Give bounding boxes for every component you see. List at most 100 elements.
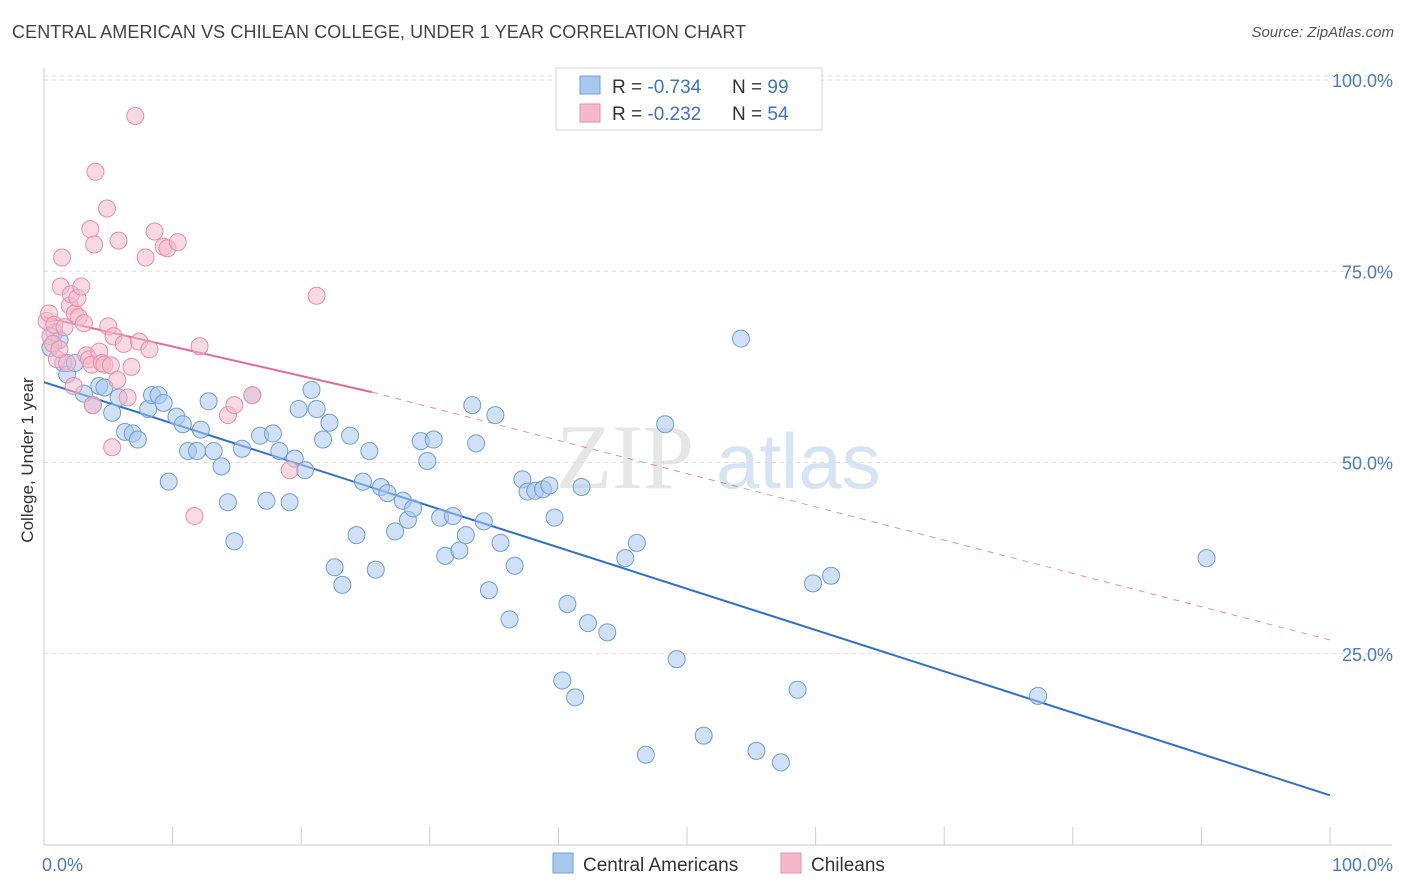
central-americans-point-72 <box>505 556 524 575</box>
central-americans-point-96 <box>822 566 841 585</box>
central-americans-point-92 <box>747 741 766 760</box>
chileans-point-42 <box>140 340 159 359</box>
central-americans-point-41 <box>307 399 326 418</box>
chileans-point-18 <box>74 314 93 333</box>
trend-line-central-americans <box>43 381 1331 797</box>
central-americans-point-45 <box>333 575 352 594</box>
central-americans-point-62 <box>443 507 462 526</box>
central-americans-point-27 <box>212 457 231 476</box>
central-americans-point-56 <box>404 499 423 518</box>
central-americans-point-26 <box>204 442 223 461</box>
legend-n-value-pink: 54 <box>767 104 789 125</box>
bottom-legend-swatch-pink <box>780 852 802 874</box>
chileans-point-8 <box>53 248 72 267</box>
central-americans-point-47 <box>347 526 366 545</box>
trend-line-chileans <box>43 316 373 394</box>
legend-n-pink: N = 54 <box>732 104 789 125</box>
central-americans-point-94 <box>788 680 807 699</box>
central-americans-point-65 <box>463 396 482 415</box>
chileans-point-32 <box>103 438 122 457</box>
trend-line-chileans-extension <box>371 391 1331 641</box>
chileans-point-34 <box>108 370 127 389</box>
central-americans-point-25 <box>199 392 218 411</box>
chileans-point-52 <box>280 461 299 480</box>
central-americans-point-87 <box>636 745 655 764</box>
central-americans-point-18 <box>154 393 173 412</box>
chileans-point-41 <box>136 248 155 267</box>
chileans-point-46 <box>168 233 187 252</box>
central-americans-point-85 <box>616 549 635 568</box>
chileans-point-6 <box>50 340 69 359</box>
central-americans-point-44 <box>325 558 344 577</box>
y-axis-label: College, Under 1 year <box>18 377 37 543</box>
chileans-point-17 <box>72 277 91 296</box>
chileans-point-9 <box>55 318 74 337</box>
legend-swatch-blue <box>579 75 601 95</box>
central-americans-point-63 <box>450 541 469 560</box>
central-americans-point-67 <box>474 512 493 531</box>
legend-n-value-blue: 99 <box>767 77 788 98</box>
central-americans-point-34 <box>263 424 282 443</box>
central-americans-point-79 <box>553 671 572 690</box>
legend-row-blue: R = -0.734 <box>612 77 702 98</box>
chileans-point-48 <box>190 337 209 356</box>
legend-n-label-blue: N = <box>732 77 767 98</box>
series-legend: Central Americans Chileans <box>552 852 885 876</box>
central-americans-point-66 <box>467 434 486 453</box>
central-americans-point-70 <box>491 533 510 552</box>
chileans-point-47 <box>185 507 204 526</box>
central-americans-point-78 <box>545 508 564 527</box>
central-americans-point-59 <box>424 430 443 449</box>
central-americans-point-46 <box>341 426 360 445</box>
chileans-point-37 <box>118 388 137 407</box>
central-americans-point-90 <box>694 726 713 745</box>
central-americans-point-30 <box>233 439 252 458</box>
central-americans-point-89 <box>667 650 686 669</box>
central-americans-point-48 <box>353 472 372 491</box>
central-americans-point-29 <box>225 532 244 551</box>
central-americans-point-10 <box>103 403 122 422</box>
central-americans-point-83 <box>578 614 597 633</box>
central-americans-point-36 <box>280 493 299 512</box>
central-americans-point-49 <box>360 442 379 461</box>
gridlines <box>44 75 1392 655</box>
chileans-point-53 <box>307 286 326 305</box>
chileans-point-10 <box>58 354 77 373</box>
chileans-point-29 <box>98 199 117 218</box>
central-americans-point-68 <box>479 581 498 600</box>
legend-r-label-pink: R = <box>612 104 647 125</box>
legend-n-label-pink: N = <box>732 104 767 125</box>
series-chileans <box>37 106 326 526</box>
watermark-atlas: atlas <box>716 417 881 505</box>
central-americans-point-38 <box>289 399 308 418</box>
trend-lines <box>43 316 1331 797</box>
chileans-point-24 <box>85 235 104 254</box>
legend-row-pink: R = -0.232 <box>612 104 701 125</box>
chileans-point-13 <box>64 377 83 395</box>
central-americans-point-71 <box>500 610 519 629</box>
central-americans-point-19 <box>159 472 178 491</box>
central-americans-point-21 <box>173 415 192 434</box>
y-tick-label-75: 75.0% <box>1342 262 1393 282</box>
central-americans-point-82 <box>572 477 591 496</box>
central-americans-point-88 <box>656 415 675 434</box>
central-americans-point-33 <box>257 491 276 510</box>
central-americans-point-24 <box>191 420 210 439</box>
central-americans-point-53 <box>386 522 405 541</box>
central-americans-point-64 <box>456 526 475 545</box>
bottom-legend-swatch-blue <box>552 852 574 874</box>
tick-labels: 25.0% 50.0% 75.0% 100.0% 0.0% 100.0% <box>42 71 1393 875</box>
chileans-point-23 <box>83 396 102 415</box>
central-americans-point-35 <box>270 442 289 461</box>
chileans-point-43 <box>145 222 164 241</box>
central-americans-point-42 <box>314 430 333 449</box>
central-americans-point-97 <box>1029 686 1048 705</box>
legend-r-value-pink: -0.232 <box>647 104 701 125</box>
chileans-point-51 <box>243 386 262 405</box>
axes <box>43 68 1392 846</box>
chileans-point-39 <box>126 106 145 125</box>
central-americans-point-14 <box>128 430 147 449</box>
central-americans-point-69 <box>486 406 505 425</box>
central-americans-point-93 <box>771 753 790 772</box>
